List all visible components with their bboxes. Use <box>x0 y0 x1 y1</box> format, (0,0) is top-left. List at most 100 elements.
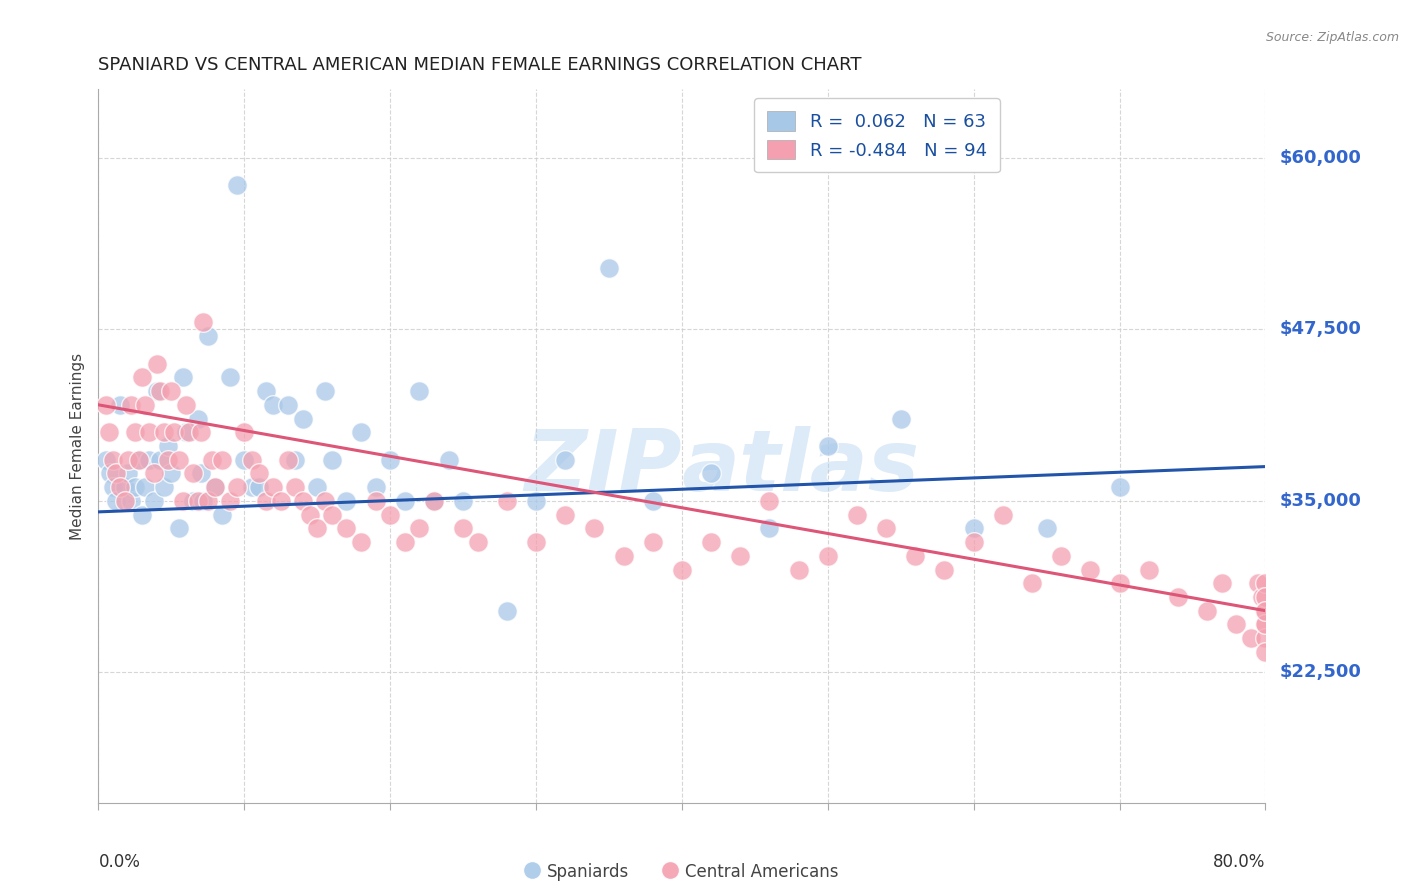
Point <box>1021 576 1043 591</box>
Point <box>114 480 136 494</box>
Point <box>190 425 212 440</box>
Text: ZIP: ZIP <box>524 425 682 509</box>
Point <box>321 508 343 522</box>
Point <box>321 452 343 467</box>
Point <box>204 480 226 494</box>
Point <box>1195 604 1218 618</box>
Point <box>262 480 284 494</box>
Point <box>758 494 780 508</box>
Point <box>146 357 169 371</box>
Point <box>277 452 299 467</box>
Point <box>270 494 292 508</box>
Point <box>1225 617 1247 632</box>
Y-axis label: Median Female Earnings: Median Female Earnings <box>70 352 86 540</box>
Point <box>758 521 780 535</box>
Point <box>138 452 160 467</box>
Point <box>97 425 120 440</box>
Point <box>233 425 256 440</box>
Point <box>142 494 165 508</box>
Point <box>495 604 517 618</box>
Point <box>1211 576 1233 591</box>
Point <box>378 508 402 522</box>
Point <box>218 494 240 508</box>
Point <box>94 398 117 412</box>
Point <box>177 425 200 440</box>
Point <box>181 467 204 481</box>
Point <box>1167 590 1189 604</box>
Point <box>1137 562 1160 576</box>
Point <box>467 535 489 549</box>
Point <box>117 452 139 467</box>
Point <box>226 480 249 494</box>
Point <box>451 521 474 535</box>
Point <box>101 452 124 467</box>
Point <box>128 452 150 467</box>
Point <box>160 467 183 481</box>
Point <box>364 480 387 494</box>
Point <box>172 370 194 384</box>
Point <box>378 452 402 467</box>
Point <box>700 535 723 549</box>
Point <box>962 521 984 535</box>
Point <box>218 370 240 384</box>
Point <box>598 260 620 275</box>
Legend: Spaniards, Central Americans: Spaniards, Central Americans <box>519 856 845 888</box>
Point <box>307 480 329 494</box>
Point <box>94 452 117 467</box>
Point <box>1254 631 1277 645</box>
Point <box>408 521 430 535</box>
Point <box>314 384 336 398</box>
Point <box>408 384 430 398</box>
Point <box>904 549 927 563</box>
Text: SPANIARD VS CENTRAL AMERICAN MEDIAN FEMALE EARNINGS CORRELATION CHART: SPANIARD VS CENTRAL AMERICAN MEDIAN FEMA… <box>98 56 862 74</box>
Text: $47,500: $47,500 <box>1279 320 1361 338</box>
Point <box>875 521 897 535</box>
Point <box>153 425 176 440</box>
Point <box>226 178 249 193</box>
Point <box>524 494 547 508</box>
Point <box>124 480 146 494</box>
Point <box>394 494 416 508</box>
Point <box>1108 576 1130 591</box>
Point <box>131 370 153 384</box>
Point <box>284 480 307 494</box>
Point <box>146 384 169 398</box>
Point <box>1254 576 1277 591</box>
Point <box>291 411 314 425</box>
Point <box>120 494 142 508</box>
Point <box>167 452 190 467</box>
Point <box>700 467 723 481</box>
Point <box>890 411 912 425</box>
Point <box>104 467 127 481</box>
Point <box>437 452 460 467</box>
Point <box>211 508 233 522</box>
Point <box>190 467 212 481</box>
Point <box>641 494 664 508</box>
Point <box>787 562 810 576</box>
Point <box>174 398 197 412</box>
Point <box>350 425 373 440</box>
Point <box>1247 576 1270 591</box>
Point <box>394 535 416 549</box>
Text: atlas: atlas <box>682 425 920 509</box>
Point <box>149 452 172 467</box>
Point <box>157 439 180 453</box>
Point <box>423 494 446 508</box>
Point <box>335 494 357 508</box>
Point <box>110 398 132 412</box>
Point <box>181 494 204 508</box>
Point <box>728 549 751 563</box>
Point <box>1251 590 1274 604</box>
Text: $22,500: $22,500 <box>1279 664 1361 681</box>
Point <box>157 452 180 467</box>
Point <box>211 452 233 467</box>
Point <box>197 494 219 508</box>
Point <box>845 508 868 522</box>
Point <box>247 467 270 481</box>
Point <box>254 384 277 398</box>
Point <box>233 452 256 467</box>
Point <box>314 494 336 508</box>
Point <box>817 549 839 563</box>
Point <box>187 411 209 425</box>
Point <box>335 521 357 535</box>
